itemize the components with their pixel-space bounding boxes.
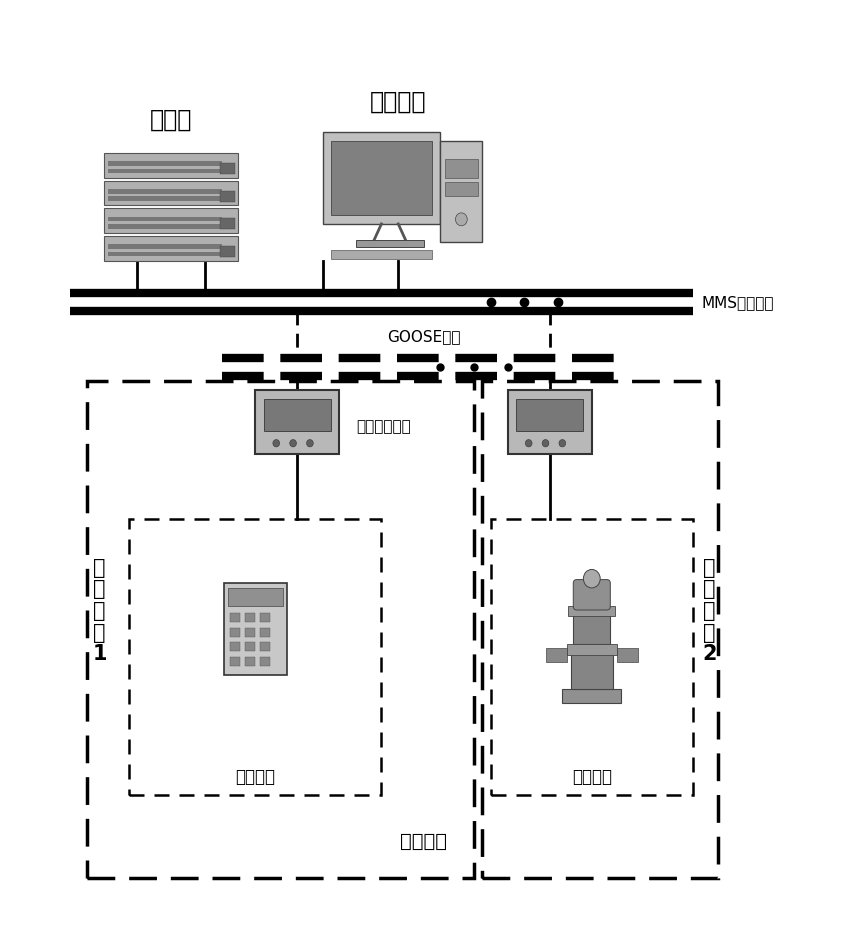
- Bar: [331, 141, 432, 215]
- Bar: [260, 628, 270, 637]
- Bar: [260, 657, 270, 667]
- Bar: [567, 644, 617, 655]
- Bar: [220, 191, 235, 202]
- Bar: [245, 642, 255, 652]
- Bar: [490, 519, 693, 795]
- Text: 工业测控装置: 工业测控装置: [357, 419, 411, 434]
- Bar: [108, 169, 222, 173]
- Text: 服务器: 服务器: [150, 108, 192, 132]
- Bar: [568, 606, 616, 616]
- Circle shape: [456, 213, 468, 226]
- Bar: [545, 648, 567, 662]
- Circle shape: [525, 439, 532, 447]
- Bar: [108, 189, 222, 194]
- Bar: [129, 519, 381, 795]
- Text: GOOSE双网: GOOSE双网: [387, 329, 460, 344]
- Text: 门禁系统: 门禁系统: [235, 768, 275, 786]
- Bar: [440, 141, 483, 242]
- Bar: [108, 251, 222, 256]
- Circle shape: [584, 569, 601, 588]
- Bar: [331, 249, 432, 259]
- Bar: [263, 399, 331, 431]
- Circle shape: [559, 439, 566, 447]
- Bar: [220, 163, 235, 174]
- Bar: [230, 657, 240, 667]
- Bar: [357, 239, 424, 247]
- Bar: [245, 613, 255, 622]
- Text: 联锁控制: 联锁控制: [400, 832, 447, 850]
- Bar: [445, 183, 479, 197]
- Bar: [108, 197, 222, 201]
- Circle shape: [307, 439, 313, 447]
- Bar: [573, 612, 611, 644]
- Bar: [103, 235, 238, 260]
- Bar: [103, 181, 238, 206]
- Bar: [108, 244, 222, 248]
- Text: 安
装
区
域
1: 安 装 区 域 1: [92, 558, 107, 664]
- Bar: [571, 653, 613, 690]
- Circle shape: [542, 439, 549, 447]
- Bar: [260, 642, 270, 652]
- Bar: [445, 159, 479, 178]
- Bar: [224, 583, 287, 676]
- Bar: [220, 246, 235, 257]
- Bar: [103, 153, 238, 178]
- Bar: [220, 219, 235, 230]
- Bar: [103, 209, 238, 233]
- Bar: [516, 399, 584, 431]
- Bar: [323, 132, 440, 224]
- Bar: [255, 389, 340, 454]
- Bar: [87, 381, 474, 878]
- Bar: [562, 690, 621, 703]
- Bar: [108, 161, 222, 166]
- FancyBboxPatch shape: [573, 579, 611, 610]
- Bar: [230, 642, 240, 652]
- Circle shape: [290, 439, 296, 447]
- Text: 监控后台: 监控后台: [370, 89, 427, 113]
- Bar: [108, 217, 222, 222]
- Bar: [617, 648, 638, 662]
- Bar: [245, 628, 255, 637]
- Circle shape: [273, 439, 280, 447]
- Bar: [230, 613, 240, 622]
- Text: MMS监控双网: MMS监控双网: [701, 295, 773, 310]
- Bar: [245, 657, 255, 667]
- Bar: [507, 389, 592, 454]
- Bar: [108, 224, 222, 229]
- Text: 消防系统: 消防系统: [572, 768, 612, 786]
- Bar: [483, 381, 718, 878]
- Bar: [230, 628, 240, 637]
- Bar: [260, 613, 270, 622]
- Bar: [228, 588, 283, 606]
- Text: 安
装
区
域
2: 安 装 区 域 2: [702, 558, 717, 664]
